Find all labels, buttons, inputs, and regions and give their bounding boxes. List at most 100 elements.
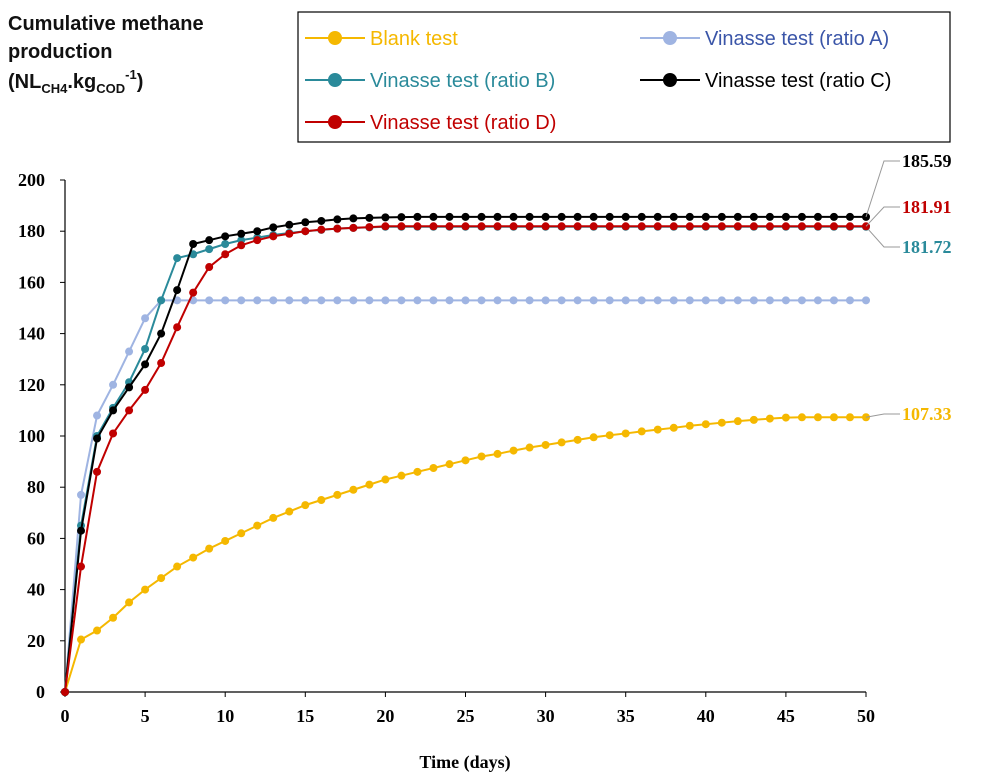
- data-point: [349, 296, 358, 305]
- legend-marker: [663, 73, 677, 87]
- data-point: [397, 222, 406, 231]
- data-point: [637, 212, 646, 221]
- data-point: [93, 434, 102, 443]
- data-point: [93, 411, 102, 420]
- data-point: [749, 222, 758, 231]
- data-point: [365, 480, 374, 489]
- data-point: [381, 296, 390, 305]
- data-point: [317, 216, 326, 225]
- data-point: [653, 425, 662, 434]
- data-point: [765, 414, 774, 423]
- x-tick-label: 0: [61, 706, 70, 726]
- x-tick-label: 40: [697, 706, 715, 726]
- legend-label: Vinasse test (ratio D): [370, 112, 556, 134]
- data-point: [765, 212, 774, 221]
- data-point: [109, 613, 118, 622]
- data-point: [669, 222, 678, 231]
- data-point: [493, 222, 502, 231]
- end-value-label: 107.33: [902, 404, 952, 424]
- data-point: [333, 296, 342, 305]
- data-point: [109, 406, 118, 415]
- data-point: [541, 222, 550, 231]
- data-point: [685, 222, 694, 231]
- data-point: [525, 296, 534, 305]
- legend-marker: [328, 73, 342, 87]
- data-point: [557, 222, 566, 231]
- data-point: [413, 296, 422, 305]
- data-point: [157, 359, 166, 368]
- data-point: [749, 212, 758, 221]
- unit-part: ): [137, 71, 144, 93]
- data-point: [461, 212, 470, 221]
- data-point: [701, 420, 710, 429]
- data-point: [237, 241, 246, 250]
- data-point: [845, 413, 854, 422]
- legend-box: [297, 11, 951, 143]
- data-point: [813, 296, 822, 305]
- data-point: [77, 490, 86, 499]
- data-point: [589, 296, 598, 305]
- x-tick-label: 45: [777, 706, 795, 726]
- x-axis-label: Time (days): [419, 752, 510, 773]
- data-point: [221, 536, 230, 545]
- data-point: [765, 296, 774, 305]
- data-point: [573, 296, 582, 305]
- leader-line: [865, 160, 900, 218]
- data-point: [845, 222, 854, 231]
- data-point: [189, 288, 198, 297]
- data-point: [605, 296, 614, 305]
- data-point: [733, 212, 742, 221]
- x-tick-label: 10: [216, 706, 234, 726]
- data-point: [221, 232, 230, 241]
- chart-title: Cumulative methane: [8, 13, 204, 35]
- end-value-label: 185.59: [902, 151, 952, 171]
- x-tick-label: 5: [141, 706, 150, 726]
- data-point: [685, 296, 694, 305]
- data-point: [749, 415, 758, 424]
- data-point: [237, 229, 246, 238]
- y-tick-label: 80: [27, 477, 45, 497]
- data-point: [173, 562, 182, 571]
- data-point: [301, 296, 310, 305]
- y-unit: (NLCH4.kgCOD-1): [8, 67, 143, 96]
- unit-part: -1: [125, 67, 137, 82]
- data-point: [557, 296, 566, 305]
- data-point: [781, 222, 790, 231]
- data-point: [477, 452, 486, 461]
- data-point: [717, 212, 726, 221]
- unit-part: CH4: [41, 81, 68, 96]
- data-point: [253, 236, 262, 245]
- leader-line: [865, 226, 900, 248]
- end-value-label: 181.72: [902, 237, 952, 257]
- data-point: [541, 296, 550, 305]
- data-point: [797, 296, 806, 305]
- unit-part: (NL: [8, 71, 41, 93]
- x-tick-label: 15: [296, 706, 314, 726]
- data-point: [413, 467, 422, 476]
- data-point: [429, 212, 438, 221]
- data-point: [461, 456, 470, 465]
- data-point: [269, 296, 278, 305]
- data-point: [413, 212, 422, 221]
- data-point: [141, 360, 150, 369]
- data-point: [461, 296, 470, 305]
- data-point: [701, 296, 710, 305]
- data-point: [445, 222, 454, 231]
- y-tick-label: 40: [27, 580, 45, 600]
- y-tick-label: 0: [36, 682, 45, 702]
- data-point: [157, 329, 166, 338]
- data-point: [541, 440, 550, 449]
- data-point: [317, 296, 326, 305]
- data-point: [349, 223, 358, 232]
- data-point: [365, 223, 374, 232]
- data-point: [813, 222, 822, 231]
- data-point: [221, 296, 230, 305]
- legend-marker: [663, 31, 677, 45]
- data-point: [765, 222, 774, 231]
- data-point: [397, 296, 406, 305]
- data-point: [157, 574, 166, 583]
- data-point: [429, 296, 438, 305]
- data-point: [125, 406, 134, 415]
- data-point: [845, 212, 854, 221]
- data-point: [605, 222, 614, 231]
